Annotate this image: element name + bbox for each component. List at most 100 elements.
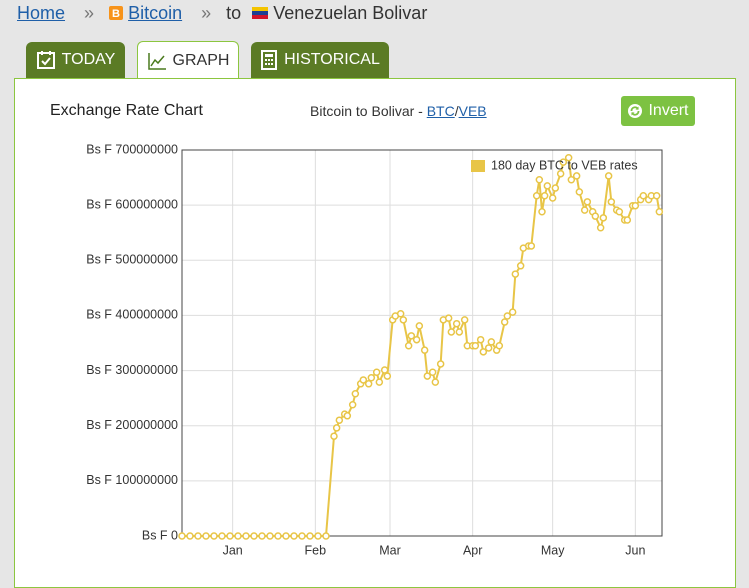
data-point	[343, 412, 352, 420]
data-point	[559, 158, 568, 166]
data-point	[330, 432, 338, 440]
quote-link[interactable]: VEB	[458, 103, 487, 119]
calendar-icon	[36, 51, 55, 69]
pair-prefix: Bitcoin to Bolivar -	[310, 103, 423, 119]
data-point	[583, 198, 592, 206]
bitcoin-link[interactable]: Bitcoin	[128, 3, 183, 23]
data-point	[596, 224, 605, 232]
flag-icon	[252, 7, 269, 19]
graph-icon	[147, 52, 166, 70]
data-point	[604, 172, 613, 180]
data-point	[226, 532, 234, 540]
base-link[interactable]: BTC	[426, 103, 455, 119]
data-point	[396, 310, 405, 318]
data-point	[412, 335, 421, 344]
data-point	[548, 194, 557, 202]
data-point	[364, 380, 373, 388]
x-tick-label: May	[541, 543, 565, 557]
y-tick-label: Bs F 200000000	[86, 418, 178, 432]
data-point	[471, 342, 480, 350]
data-point	[351, 389, 360, 398]
data-point	[234, 532, 242, 540]
data-point	[543, 182, 552, 190]
tab-label: TODAY	[61, 51, 116, 68]
data-point	[511, 270, 520, 278]
y-tick-label: Bs F 0	[142, 528, 178, 542]
invert-button[interactable]: Invert	[621, 96, 695, 126]
home-link[interactable]: Home	[17, 3, 66, 23]
legend-label: 180 day BTC to VEB rates	[491, 158, 638, 172]
data-point	[623, 216, 632, 224]
data-point	[202, 532, 210, 540]
y-tick-label: Bs F 100000000	[86, 473, 178, 487]
data-point	[567, 176, 576, 184]
data-point	[178, 532, 186, 540]
data-point	[516, 262, 525, 270]
data-point	[431, 378, 440, 386]
button-label: Invert	[648, 102, 689, 119]
data-point	[359, 376, 368, 384]
y-tick-label: Bs F 600000000	[86, 197, 178, 211]
data-point	[282, 532, 290, 540]
data-point	[607, 198, 616, 206]
data-point	[460, 316, 469, 324]
data-point	[484, 344, 493, 352]
separator: »	[84, 3, 95, 23]
data-point	[380, 366, 389, 374]
data-point	[335, 416, 344, 424]
y-tick-label: Bs F 500000000	[86, 253, 178, 267]
data-point	[314, 532, 322, 540]
data-point	[298, 532, 306, 540]
data-point	[290, 532, 298, 540]
data-point	[551, 184, 560, 192]
data-point	[532, 192, 541, 200]
pair-text: Bitcoin to Bolivar - BTC/VEB	[310, 103, 487, 119]
data-point	[266, 532, 274, 540]
bitcoin-icon: B	[109, 6, 124, 20]
to-text: to	[226, 3, 242, 23]
data-point	[452, 319, 461, 328]
data-point	[447, 328, 456, 336]
legend-swatch	[471, 160, 485, 172]
data-point	[218, 532, 226, 540]
data-point	[242, 532, 250, 540]
tab-today[interactable]: TODAY	[26, 42, 125, 78]
data-point	[503, 312, 512, 320]
data-point	[332, 424, 341, 432]
y-tick-label: Bs F 400000000	[86, 308, 178, 322]
tab-historical[interactable]: HISTORICAL	[251, 42, 389, 78]
data-point	[538, 208, 546, 216]
data-point	[258, 532, 266, 540]
data-point	[591, 212, 600, 220]
calculator-icon	[261, 50, 278, 70]
data-point	[210, 532, 218, 540]
data-point	[572, 172, 581, 180]
refresh-icon	[628, 104, 643, 118]
data-point	[322, 532, 330, 540]
x-tick-label: Jun	[625, 543, 645, 557]
data-point	[479, 348, 488, 356]
data-point	[444, 314, 453, 322]
data-point	[404, 342, 413, 350]
plot-area	[182, 150, 662, 536]
tab-graph[interactable]: GRAPH	[137, 41, 239, 79]
data-point	[527, 242, 536, 250]
slash: /	[454, 103, 459, 119]
data-point	[348, 401, 357, 409]
data-point	[631, 201, 640, 210]
target-text: Venezuelan Bolivar	[273, 3, 428, 23]
data-point	[415, 322, 424, 330]
breadcrumb: Home » B Bitcoin » to Venezuelan Bolivar	[17, 3, 427, 24]
data-point	[487, 338, 496, 346]
data-point	[194, 532, 202, 540]
tab-label: GRAPH	[172, 51, 230, 69]
data-point	[564, 153, 573, 162]
data-point	[652, 192, 661, 200]
data-point	[500, 318, 509, 326]
data-point	[556, 169, 565, 178]
data-point	[540, 192, 549, 200]
data-point	[655, 208, 664, 216]
data-point	[599, 214, 608, 222]
data-point	[306, 532, 314, 540]
